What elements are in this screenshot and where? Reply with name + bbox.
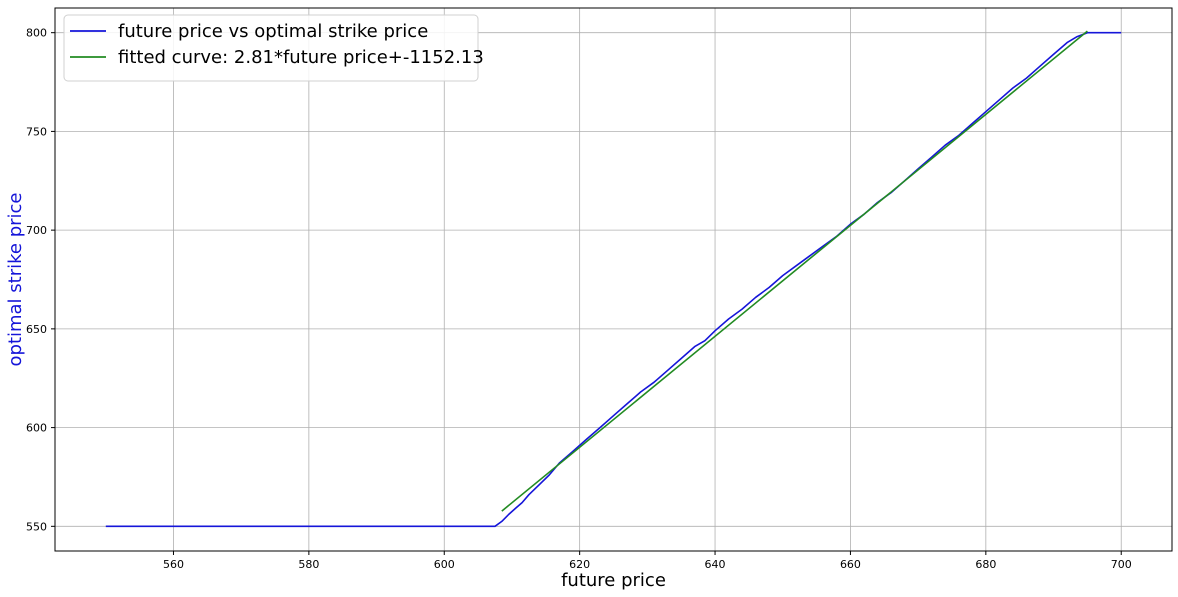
y-axis: 550 600 650 700 750 800 — [26, 27, 55, 533]
legend-box — [63, 14, 479, 82]
y-tick-label: 550 — [26, 520, 47, 533]
x-tick-label: 620 — [569, 558, 590, 571]
y-tick-label: 800 — [26, 27, 47, 40]
x-tick-label: 560 — [163, 558, 184, 571]
y-axis-label: optimal strike price — [5, 193, 26, 367]
x-tick-label: 700 — [1111, 558, 1132, 571]
plot-area — [54, 7, 1173, 552]
x-axis: 560 580 600 620 640 660 680 700 — [163, 551, 1132, 571]
y-tick-label: 750 — [26, 125, 47, 138]
y-tick-label: 650 — [26, 323, 47, 336]
y-tick-label: 700 — [26, 224, 47, 237]
legend-entry: future price vs optimal strike price — [118, 21, 428, 42]
legend: future price vs optimal strike price fitt… — [63, 14, 484, 82]
x-tick-label: 680 — [975, 558, 996, 571]
series-line-fitted — [501, 30, 1088, 512]
x-tick-label: 660 — [840, 558, 861, 571]
x-tick-label: 640 — [705, 558, 726, 571]
x-tick-label: 580 — [298, 558, 319, 571]
legend-entry: fitted curve: 2.81*future price+-1152.13 — [118, 47, 484, 68]
y-tick-label: 600 — [26, 422, 47, 435]
series-line-actual — [105, 31, 1122, 528]
x-axis-label: future price — [561, 570, 666, 591]
x-tick-label: 600 — [434, 558, 455, 571]
grid-lines — [55, 8, 1172, 551]
series-layer — [105, 30, 1122, 528]
